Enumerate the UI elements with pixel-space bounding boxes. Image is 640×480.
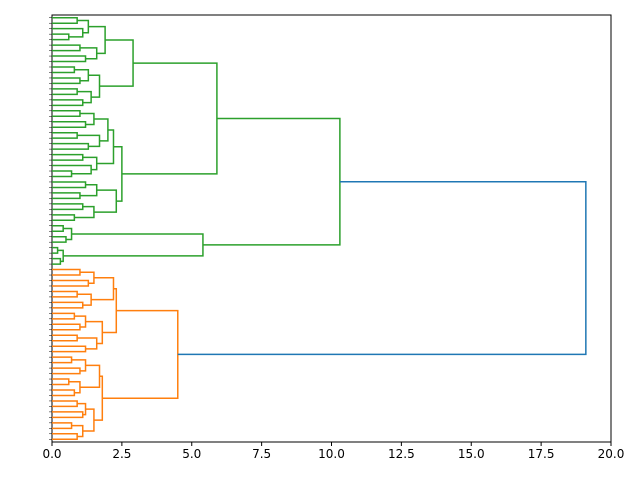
dendrogram-link xyxy=(93,375,104,421)
dendrogram-link xyxy=(79,364,101,389)
dendrogram-link xyxy=(77,337,98,350)
x-tick-label: 17.5 xyxy=(528,447,555,461)
dendrogram-link xyxy=(52,77,81,85)
dendrogram-link xyxy=(52,225,64,232)
dendrogram-link xyxy=(52,290,78,298)
dendrogram-link xyxy=(52,203,84,211)
dendrogram-link xyxy=(63,227,73,241)
dendrogram-link xyxy=(113,145,123,202)
dendrogram-link xyxy=(52,44,81,52)
dendrogram-link xyxy=(93,118,109,142)
dendrogram-link xyxy=(177,180,587,356)
dendrogram-link xyxy=(52,214,76,222)
dendrogram-link xyxy=(52,334,78,342)
dendrogram-link xyxy=(52,121,87,128)
dendrogram-link xyxy=(52,345,87,353)
x-tick-label: 15.0 xyxy=(458,447,485,461)
dendrogram-link xyxy=(63,233,204,257)
dendrogram-link xyxy=(52,246,59,254)
dendrogram-link xyxy=(71,359,87,372)
dendrogram-link xyxy=(52,378,70,386)
dendrogram-link xyxy=(52,301,84,309)
dendrogram-link xyxy=(52,323,81,331)
dendrogram-link xyxy=(52,153,84,161)
dendrogram-link xyxy=(52,400,78,408)
dendrogram-link xyxy=(77,293,92,306)
dendrogram-link xyxy=(79,112,95,126)
dendrogram-link xyxy=(52,55,87,63)
dendrogram-link xyxy=(52,235,67,243)
dendrogram-link xyxy=(52,131,78,139)
dendrogram-link xyxy=(52,356,73,364)
dendrogram-link xyxy=(121,62,218,175)
dendrogram-link xyxy=(102,309,179,399)
dendrogram-link xyxy=(52,33,70,41)
dendrogram-link xyxy=(52,268,81,276)
dendrogram-link xyxy=(52,433,78,441)
x-tick-label: 5.0 xyxy=(182,447,201,461)
dendrogram-link xyxy=(52,88,78,96)
dendrogram-link xyxy=(74,205,95,219)
dendrogram-link xyxy=(52,389,76,397)
dendrogram-link xyxy=(77,402,87,416)
dendrogram-link xyxy=(88,74,101,98)
dendrogram-link xyxy=(52,170,73,178)
dendrogram-link xyxy=(52,257,62,265)
dendrogram-link xyxy=(52,99,84,107)
dendrogram-link xyxy=(52,312,76,320)
dendrogram-link xyxy=(52,422,73,430)
x-tick-label: 10.0 xyxy=(318,447,345,461)
dendrogram-link xyxy=(52,181,87,189)
dendrogram-link xyxy=(52,367,81,375)
dendrogram-link xyxy=(52,279,90,287)
dendrogram-link xyxy=(74,68,90,82)
dendrogram-link xyxy=(82,408,95,432)
dendrogram-link xyxy=(52,411,84,419)
dendrogram-link xyxy=(52,66,76,74)
dendrogram-link xyxy=(85,320,104,345)
dendrogram-link xyxy=(52,142,90,150)
x-tick-label: 12.5 xyxy=(388,447,415,461)
dendrogram-link xyxy=(79,47,98,60)
dendrogram-link xyxy=(77,90,92,104)
x-tick-label: 2.5 xyxy=(112,447,131,461)
dendrogram-link xyxy=(52,16,78,24)
dendrogram-link xyxy=(79,271,95,284)
x-tick-label: 20.0 xyxy=(598,447,625,461)
x-tick-label: 7.5 xyxy=(252,447,271,461)
dendrogram-link xyxy=(202,117,341,246)
dendrogram-link xyxy=(79,183,98,197)
dendrogram-link xyxy=(52,27,84,38)
x-tick-label: 0.0 xyxy=(42,447,61,461)
dendrogram-link xyxy=(52,110,81,118)
dendrogram-link xyxy=(82,156,98,171)
dendrogram-link xyxy=(52,192,81,200)
axes-frame xyxy=(51,14,612,443)
